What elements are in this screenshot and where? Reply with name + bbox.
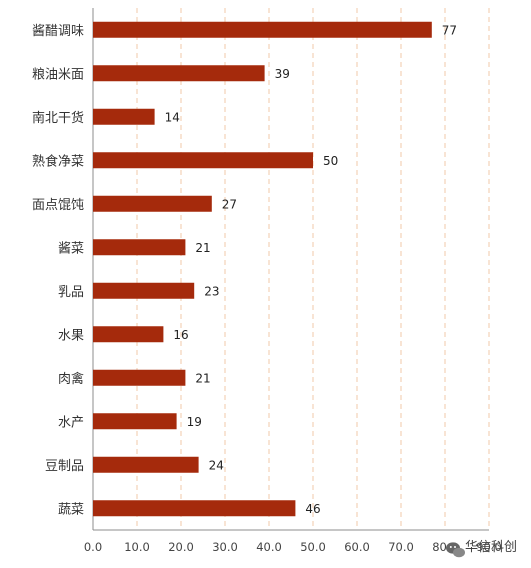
x-tick-label: 20.0 bbox=[168, 540, 194, 554]
x-tick-label: 60.0 bbox=[344, 540, 370, 554]
bar bbox=[93, 369, 186, 386]
value-label: 77 bbox=[442, 23, 457, 37]
value-label: 23 bbox=[204, 284, 219, 298]
x-tick-label: 50.0 bbox=[300, 540, 326, 554]
wechat-icon bbox=[446, 542, 465, 558]
value-labels: 77 39 14 50 27 21 23 16 21 19 24 46 bbox=[165, 23, 457, 516]
bar bbox=[93, 65, 265, 82]
watermark: 华信科创 bbox=[446, 540, 517, 558]
category-label: 熟食净菜 bbox=[32, 153, 84, 169]
bar bbox=[93, 239, 186, 256]
x-tick-label: 0.0 bbox=[84, 540, 102, 554]
category-label: 酱菜 bbox=[58, 241, 84, 256]
bars bbox=[93, 21, 432, 517]
category-label: 肉禽 bbox=[58, 371, 84, 387]
value-label: 21 bbox=[195, 241, 210, 255]
bar bbox=[93, 413, 177, 430]
grid-lines bbox=[136, 8, 490, 530]
value-label: 39 bbox=[275, 67, 290, 81]
bar bbox=[93, 456, 199, 473]
bar bbox=[93, 500, 296, 517]
category-label: 粮油米面 bbox=[32, 67, 84, 82]
category-label: 酱醋调味 bbox=[32, 23, 84, 39]
value-label: 19 bbox=[187, 415, 202, 429]
value-label: 27 bbox=[222, 197, 237, 211]
category-label: 水产 bbox=[58, 415, 84, 430]
x-tick-labels: 0.0 10.0 20.0 30.0 40.0 50.0 60.0 70.0 80.0 90.0 bbox=[84, 540, 502, 554]
value-label: 46 bbox=[305, 502, 320, 516]
watermark-text: 华信科创 bbox=[465, 540, 517, 555]
category-label: 南北干货 bbox=[32, 110, 84, 126]
bar bbox=[93, 326, 164, 343]
bar bbox=[93, 108, 155, 125]
x-tick-label: 90.0 bbox=[476, 540, 502, 554]
x-tick-label: 40.0 bbox=[256, 540, 282, 554]
category-label: 乳品 bbox=[58, 285, 84, 300]
bar bbox=[93, 21, 432, 38]
category-label: 水果 bbox=[58, 328, 84, 343]
value-label: 50 bbox=[323, 154, 338, 168]
category-label: 蔬菜 bbox=[58, 502, 84, 517]
bar bbox=[93, 282, 195, 299]
value-label: 16 bbox=[173, 328, 188, 342]
x-tick-label: 30.0 bbox=[212, 540, 238, 554]
bar bbox=[93, 152, 313, 169]
value-label: 24 bbox=[209, 458, 224, 472]
x-tick-label: 70.0 bbox=[388, 540, 414, 554]
value-label: 21 bbox=[195, 371, 210, 385]
category-label: 面点馄饨 bbox=[32, 198, 84, 213]
bar bbox=[93, 195, 212, 212]
category-label: 豆制品 bbox=[45, 459, 84, 474]
x-tick-label: 10.0 bbox=[124, 540, 150, 554]
value-label: 14 bbox=[165, 110, 180, 124]
